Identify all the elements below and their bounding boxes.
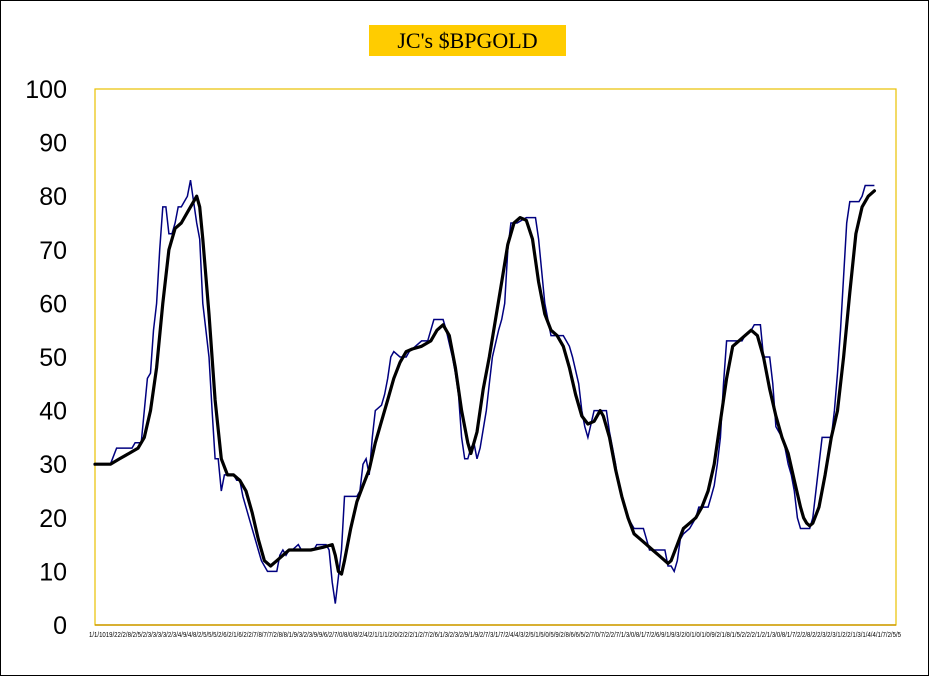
y-tick-label: 0 — [53, 612, 67, 640]
y-tick-label: 90 — [39, 130, 67, 158]
plot-area-border — [94, 88, 897, 626]
y-tick-label: 50 — [39, 344, 67, 372]
series-line-smooth — [93, 189, 876, 576]
y-axis-ticks: 0 10 20 30 40 50 60 70 80 90 100 — [25, 76, 67, 640]
y-tick-label: 10 — [39, 558, 67, 586]
y-tick-label: 100 — [25, 76, 67, 104]
y-tick-label: 80 — [39, 183, 67, 211]
chart-title: JC's $BPGOLD — [369, 25, 566, 56]
y-tick-label: 60 — [39, 290, 67, 318]
y-tick-label: 30 — [39, 451, 67, 479]
y-tick-label: 70 — [39, 237, 67, 265]
y-tick-label: 20 — [39, 505, 67, 533]
x-axis-tick-labels: 1/1/1019/22/2/8/2/5/2/3/3/3/3/2/3/4/9/4/… — [89, 632, 901, 639]
series-line-raw — [95, 179, 875, 604]
y-tick-label: 40 — [39, 398, 67, 426]
